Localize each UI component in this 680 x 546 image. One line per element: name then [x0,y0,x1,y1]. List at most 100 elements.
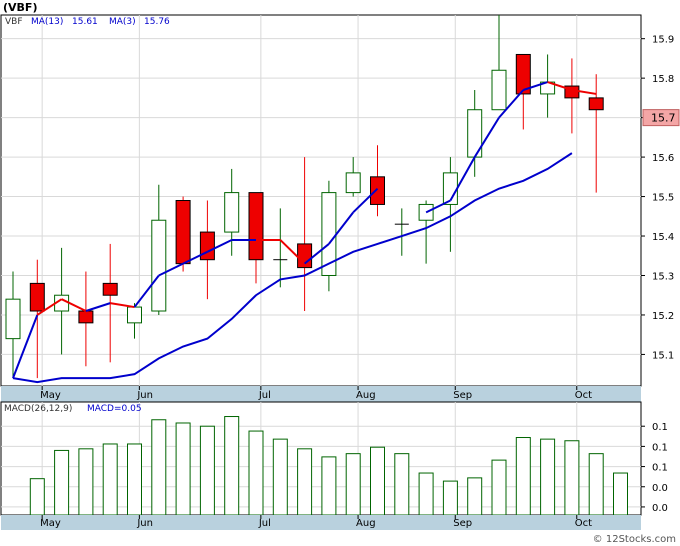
candlestick [515,53,531,130]
candle-body [588,97,604,111]
macd-axis: 0.0 0.0 0.1 0.1 0.1 [641,422,668,514]
ma13-line [12,152,573,384]
macd-bar [297,448,313,516]
candle-body [515,53,531,95]
ma3-segment [571,89,597,95]
ma3-segment [133,274,160,308]
candle-body [248,192,264,261]
macd-month-label: May [40,518,61,529]
legend-ma13-value: 15.61 [72,17,98,27]
candlestick [370,145,385,217]
macd-bar [199,425,215,516]
ma3-segment [473,117,500,158]
candlestick [151,184,167,315]
price-tick-label: 15.8 [652,74,674,85]
candle-body [297,243,313,269]
price-tick-label: 15.2 [652,311,674,322]
price-tick-label: 15.6 [652,153,674,164]
macd-bar [321,456,337,516]
candle-body [224,192,240,233]
macd-bar [394,453,410,516]
legend-ma3-label: MA(3) [109,17,136,27]
candlestick [394,208,409,256]
macd-bar [540,438,556,516]
macd-month-label: Jul [258,518,271,529]
candle-body [370,176,385,205]
candle-body [491,69,507,111]
price-tick-label: 15.1 [652,350,674,361]
price-month-labels: May Jun Jul Aug Sep Oct [40,386,592,401]
macd-month-label: Sep [453,518,472,529]
macd-tick-label: 0.1 [652,463,668,474]
chart-title: (VBF) [3,1,37,14]
macd-month-label: Jun [136,518,153,529]
price-date-axis [1,386,641,402]
ma3-segment [498,89,525,119]
macd-bar [515,437,531,516]
copyright-credit: © 12Stocks.com [593,534,676,545]
macd-bar [54,449,70,516]
ma3-segment [352,187,379,214]
legend-ma3-value: 15.76 [144,17,170,27]
candlestick [321,180,337,292]
candle-body [127,306,142,324]
macd-tick-label: 0.0 [652,483,668,494]
macd-bar [102,443,118,516]
macd-bar [127,443,142,516]
candlestick [29,259,45,379]
month-label: Jun [136,390,153,401]
macd-bar [491,459,507,516]
candle-body [78,310,94,324]
candlestick [467,89,483,177]
candle-body [29,282,45,312]
macd-tick-label: 0.1 [652,442,668,453]
price-tick-label: 15.3 [652,271,674,282]
price-tick-label: 15.4 [652,232,674,243]
candlestick [491,15,507,111]
candle-body [175,200,191,265]
month-label: Jul [258,390,271,401]
ma3-segment [110,302,135,309]
ma3-segment [279,239,306,265]
month-label: Aug [356,390,376,401]
ma3-segment [425,199,451,214]
ma3-segment [12,314,39,379]
macd-bar [248,430,264,516]
candlestick [224,168,240,256]
ma3-segment [85,302,111,312]
macd-month-label: Aug [356,518,376,529]
candlestick [248,192,264,284]
ma3-segment [303,243,330,265]
legend-ma13-label: MA(13) [31,17,63,27]
ma3-segment [158,262,184,277]
macd-bar [29,478,45,516]
candle-body [5,298,21,340]
candle-body [102,282,118,296]
macd-bars [29,416,628,516]
ma3-segment [522,81,548,91]
moving-average-lines [12,81,597,384]
month-label: Sep [453,390,472,401]
legend-ticker: VBF [5,17,23,27]
macd-bar [224,416,240,516]
macd-legend-value: MACD=0.05 [87,404,142,414]
ma3-segment [36,298,63,316]
macd-month-labels: May Jun Jul Aug Sep Oct [40,515,592,529]
price-axis: 15.115.215.315.415.515.615.715.815.915.7 [641,35,680,361]
candle-body [345,172,361,194]
candle-body [199,231,215,261]
ma3-segment [328,211,354,245]
macd-bar [588,453,604,516]
ma3-segment [449,156,476,201]
ma3-segment [61,298,87,312]
macd-tick-label: 0.0 [652,503,668,514]
candle-body [151,219,167,312]
macd-bar [345,453,361,516]
candlestick [273,208,288,288]
macd-date-axis [1,515,641,530]
last-price-label: 15.7 [651,112,676,125]
month-label: May [40,390,61,401]
macd-month-label: Oct [575,518,592,529]
macd-bar [442,480,458,516]
